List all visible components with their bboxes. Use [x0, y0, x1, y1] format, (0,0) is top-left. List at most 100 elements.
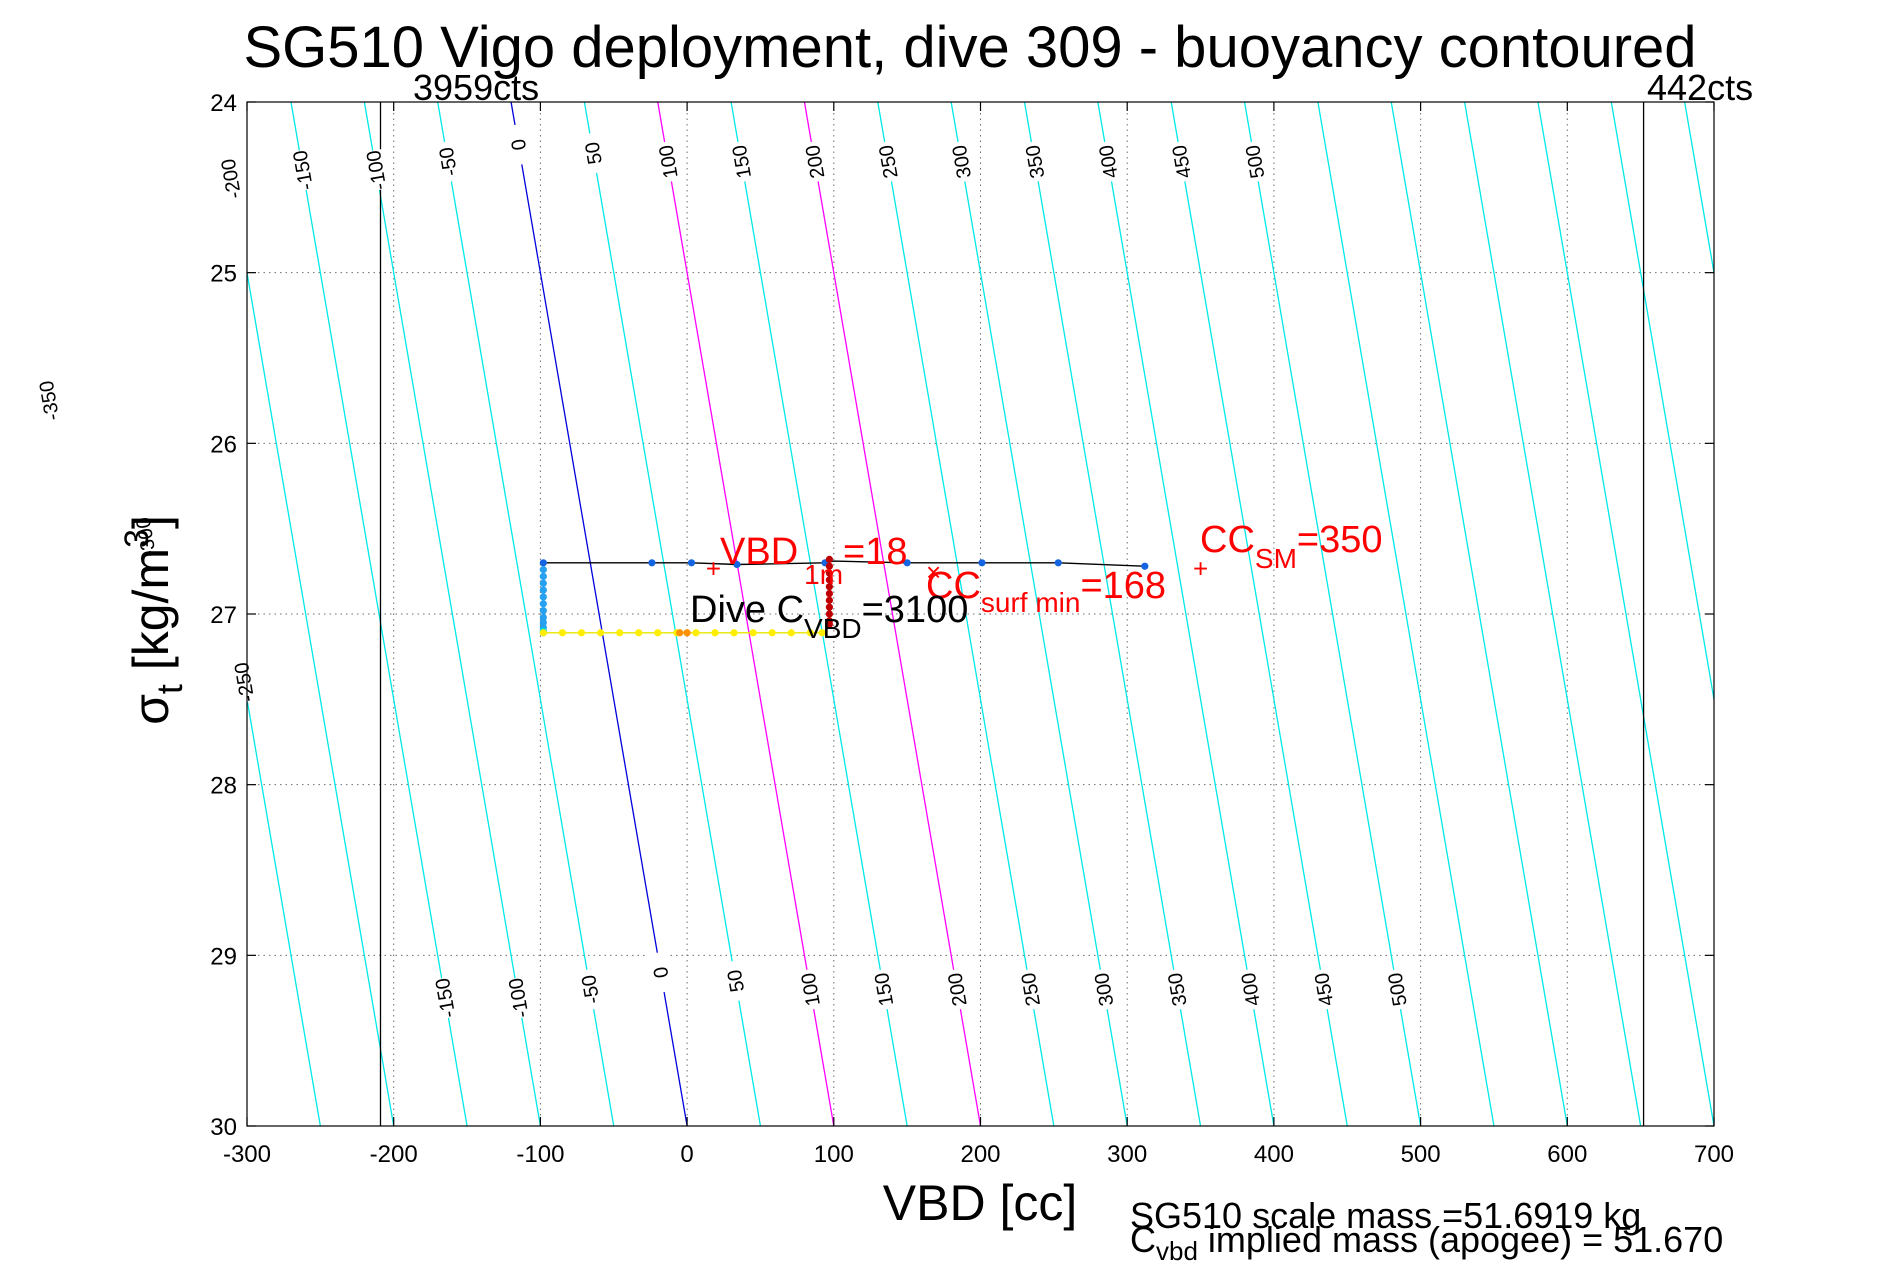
contour-label-top: 0 — [508, 137, 532, 152]
trace-point — [539, 572, 547, 581]
contour-label-bottom-bg — [576, 967, 605, 1012]
trace-point — [683, 629, 691, 637]
contour-label-top-bg — [34, 379, 64, 423]
trace-point — [539, 618, 547, 627]
contour-line — [290, 102, 468, 1126]
contour-label-top-bg — [131, 515, 161, 559]
x-tick-label: 700 — [1694, 1141, 1734, 1168]
contour-label-bottom-bg — [721, 959, 750, 1003]
contour-label-bottom-bg — [1309, 967, 1339, 1012]
implied-mass-text: Cvbd implied mass (apogee) = 51.670 — [1130, 1219, 1723, 1262]
cc-surf-main: CC — [926, 565, 981, 607]
implied-main: C — [1130, 1219, 1156, 1260]
contour-label-bottom-bg — [942, 967, 972, 1012]
scale-mass-text: SG510 scale mass =51.6919 kg — [1130, 1195, 1641, 1236]
trace-point — [539, 586, 547, 594]
trace-point — [825, 589, 833, 598]
trace-point — [825, 583, 833, 591]
x-tick-label: -200 — [370, 1141, 418, 1168]
contour-label-top: 50 — [581, 140, 606, 166]
trace-point — [539, 606, 547, 615]
contour-label-bottom-bg — [1236, 967, 1265, 1012]
buoyancy-contours — [0, 102, 1714, 1126]
cc-surf-value: =168 — [1080, 565, 1166, 607]
cc-sm-value: =350 — [1297, 519, 1383, 561]
trace-point — [825, 576, 833, 584]
contour-label-bottom-bg — [1382, 967, 1412, 1012]
y-axis-label: σt [kg/m3] — [118, 515, 190, 725]
contour-label-bottom-bg — [646, 950, 675, 994]
x-tick-label: 200 — [960, 1141, 1000, 1168]
trace-point — [768, 629, 776, 637]
contour-line — [1097, 102, 1275, 1126]
annotation-marker: + — [1193, 554, 1208, 584]
trace-point — [730, 629, 738, 637]
y-tick-label: 30 — [210, 1114, 237, 1141]
contour-label-bottom-bg — [1016, 967, 1045, 1012]
contour-label-top-bg — [504, 123, 533, 167]
contour-line — [583, 102, 762, 1126]
y-tick-label: 24 — [210, 90, 237, 117]
trace-point — [539, 629, 547, 637]
contour-line — [0, 102, 100, 1126]
trace-point — [825, 555, 833, 563]
cc-surf-min-annotation: CCsurf min=168 — [926, 565, 1166, 618]
y-tick-label: 27 — [210, 602, 237, 629]
contour-label-bottom-bg — [869, 967, 898, 1012]
cc-sm-sub: SM — [1255, 543, 1297, 574]
contour-label-bottom-bg — [430, 976, 460, 1020]
contour-labels: -400-350-300-250-200-150-100-50050100150… — [34, 123, 1412, 1020]
trace-point — [596, 629, 605, 637]
trace-point — [1054, 559, 1062, 567]
contour-label-top-bg — [1093, 140, 1123, 184]
contour-label-bottom-bg — [1089, 967, 1118, 1012]
contour-label-top-bg — [947, 140, 976, 184]
contour-line — [437, 102, 615, 1126]
contour-label-top-bg — [727, 140, 756, 184]
contour-label-top: -200 — [218, 157, 246, 200]
trace-point — [539, 566, 547, 574]
annotation-marker: × — [926, 557, 941, 587]
trace-point — [648, 559, 656, 567]
contour-label-top: -350 — [36, 379, 64, 422]
y-label-close: ] — [123, 515, 179, 529]
contour-label-top-bg — [288, 148, 317, 192]
x-tick-label: 400 — [1254, 1141, 1294, 1168]
contour-line — [1023, 102, 1202, 1126]
cc-sm-annotation: CCSM=350 — [1200, 519, 1382, 574]
vbd-1m-annotation: VBD1m=18 — [720, 531, 908, 590]
contour-label-bottom-bg — [1162, 967, 1192, 1012]
x-tick-label: 0 — [680, 1141, 693, 1168]
trace-point — [1141, 562, 1149, 570]
trace-point — [577, 629, 586, 637]
contour-label-top-bg — [433, 140, 463, 184]
y-tick-label: 26 — [210, 431, 237, 458]
trace-point — [654, 629, 662, 637]
trace-point — [825, 596, 833, 604]
trace-point — [903, 559, 911, 567]
trace-point — [818, 629, 826, 637]
y-label-sup: 3 — [118, 529, 156, 548]
x-tick-label: 100 — [814, 1141, 854, 1168]
trace-point — [635, 629, 643, 637]
trace-point — [825, 610, 833, 618]
limit-label-left: 3959cts — [413, 67, 539, 108]
trace-point — [978, 559, 986, 567]
y-label-units: [kg/m — [123, 548, 179, 684]
trace-point — [825, 562, 833, 570]
trace-point — [539, 600, 547, 608]
x-tick-label: -300 — [223, 1141, 271, 1168]
trace-point — [711, 629, 719, 637]
contour-label-bottom-bg — [796, 967, 825, 1012]
vbd-limit-lines — [379, 102, 1645, 1126]
contour-label-top-bg — [873, 140, 903, 184]
contour-line — [877, 102, 1055, 1126]
trace-point — [825, 603, 833, 611]
contour-label-top-bg — [1020, 140, 1050, 184]
vbd-1m-sub: 1m — [804, 559, 843, 590]
axis-ticks: -300 -200 -100 0 100 200 300 400 500 600 700242526… — [210, 90, 1734, 1168]
contour-line — [1390, 102, 1568, 1126]
chart-title: SG510 Vigo deployment, dive 309 - buoyan… — [243, 15, 1696, 80]
contour-label-top-bg — [800, 140, 829, 184]
y-label-main: σ — [123, 694, 179, 725]
